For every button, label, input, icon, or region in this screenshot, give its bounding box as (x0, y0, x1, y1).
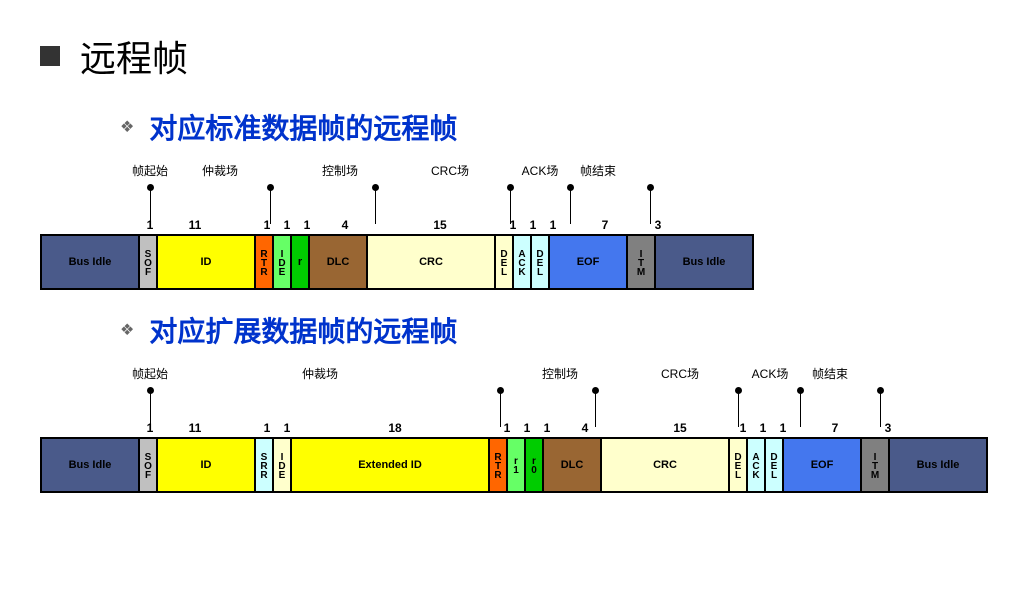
field-ide: IDE (272, 234, 292, 290)
bit-count: 1 (264, 218, 271, 232)
bit-count: 7 (832, 421, 839, 435)
frame-diagram: 帧起始仲裁场控制场CRC场ACK场帧结束111111811141511173Bu… (140, 365, 969, 493)
field-crc: CRC (600, 437, 730, 493)
bit-count: 1 (780, 421, 787, 435)
marker-row (140, 391, 969, 421)
bit-count: 11 (189, 218, 202, 232)
bit-count: 15 (433, 218, 446, 232)
annotation-label: 仲裁场 (302, 365, 338, 382)
annotation-label: CRC场 (431, 162, 469, 179)
bit-count: 15 (673, 421, 686, 435)
field-extended-id: Extended ID (290, 437, 490, 493)
annotation-label: 控制场 (322, 162, 358, 179)
bit-count: 18 (388, 421, 401, 435)
bit-count: 1 (544, 421, 551, 435)
annotation-label: 仲裁场 (202, 162, 238, 179)
bit-count: 1 (284, 421, 291, 435)
bit-count: 3 (655, 218, 662, 232)
bit-count: 4 (342, 218, 349, 232)
field-itm: ITM (860, 437, 890, 493)
field-ack: ACK (512, 234, 532, 290)
annotation-label: 帧结束 (580, 162, 616, 179)
frame-diagram: 帧起始仲裁场控制场CRC场ACK场帧结束11111141511173Bus Id… (140, 162, 969, 290)
bit-count-row: 11111141511173 (140, 218, 969, 234)
field-row: Bus IdleSOFIDRTRIDErDLCCRCDELACKDELEOFIT… (140, 234, 969, 290)
bullet-diamond-icon: ❖ (120, 117, 134, 137)
field-r0: r0 (524, 437, 544, 493)
field-r1: r1 (506, 437, 526, 493)
subtitle: ❖ 对应标准数据帧的远程帧 (120, 107, 969, 147)
field-id: ID (156, 437, 256, 493)
subtitle-text: 对应扩展数据帧的远程帧 (149, 310, 457, 350)
field-r: r (290, 234, 310, 290)
field-del: DEL (764, 437, 784, 493)
bit-count: 1 (284, 218, 291, 232)
field-dlc: DLC (308, 234, 368, 290)
bullet-diamond-icon: ❖ (120, 320, 134, 340)
annotation-label: 帧起始 (132, 365, 168, 382)
bit-count: 1 (524, 421, 531, 435)
field-rtr: RTR (488, 437, 508, 493)
bit-count: 1 (530, 218, 537, 232)
bit-count: 1 (510, 218, 517, 232)
field-sof: SOF (138, 437, 158, 493)
main-title-text: 远程帧 (80, 30, 188, 82)
subtitle-text: 对应标准数据帧的远程帧 (149, 107, 457, 147)
annotation-row: 帧起始仲裁场控制场CRC场ACK场帧结束 (140, 162, 969, 188)
bit-count: 1 (550, 218, 557, 232)
bit-count: 1 (740, 421, 747, 435)
annotation-label: ACK场 (522, 162, 559, 179)
bit-count: 11 (189, 421, 202, 435)
field-ack: ACK (746, 437, 766, 493)
field-itm: ITM (626, 234, 656, 290)
bullet-square-icon (40, 46, 60, 66)
annotation-label: 帧结束 (812, 365, 848, 382)
annotation-label: 控制场 (542, 365, 578, 382)
field-eof: EOF (782, 437, 862, 493)
bit-count: 7 (602, 218, 609, 232)
field-eof: EOF (548, 234, 628, 290)
bit-count: 3 (885, 421, 892, 435)
field-bus-idle: Bus Idle (654, 234, 754, 290)
field-crc: CRC (366, 234, 496, 290)
annotation-row: 帧起始仲裁场控制场CRC场ACK场帧结束 (140, 365, 969, 391)
bit-count: 1 (147, 421, 154, 435)
subtitle: ❖ 对应扩展数据帧的远程帧 (120, 310, 969, 350)
bit-count: 1 (504, 421, 511, 435)
field-ide: IDE (272, 437, 292, 493)
field-dlc: DLC (542, 437, 602, 493)
annotation-label: ACK场 (752, 365, 789, 382)
field-bus-idle: Bus Idle (888, 437, 988, 493)
bit-count: 1 (304, 218, 311, 232)
field-del: DEL (728, 437, 748, 493)
field-srr: SRR (254, 437, 274, 493)
field-del: DEL (530, 234, 550, 290)
field-rtr: RTR (254, 234, 274, 290)
field-bus-idle: Bus Idle (40, 437, 140, 493)
bit-count: 1 (147, 218, 154, 232)
bit-count: 1 (264, 421, 271, 435)
field-row: Bus IdleSOFIDSRRIDEExtended IDRTRr1r0DLC… (140, 437, 969, 493)
bit-count: 4 (582, 421, 589, 435)
bit-count-row: 111111811141511173 (140, 421, 969, 437)
field-del: DEL (494, 234, 514, 290)
annotation-label: 帧起始 (132, 162, 168, 179)
field-sof: SOF (138, 234, 158, 290)
marker-row (140, 188, 969, 218)
main-title: 远程帧 (40, 30, 969, 82)
field-bus-idle: Bus Idle (40, 234, 140, 290)
field-id: ID (156, 234, 256, 290)
bit-count: 1 (760, 421, 767, 435)
annotation-label: CRC场 (661, 365, 699, 382)
